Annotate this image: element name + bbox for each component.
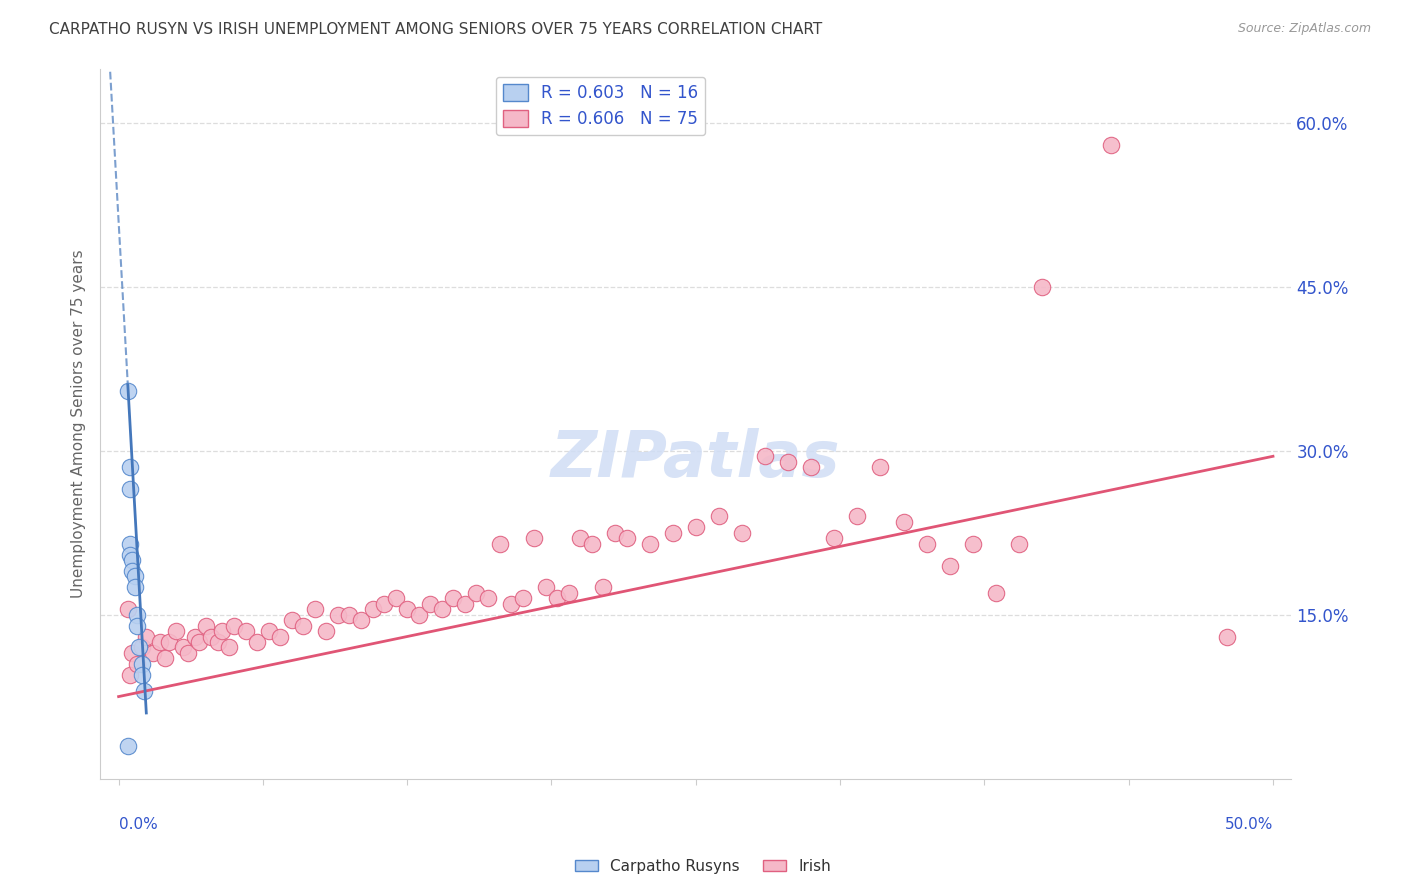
Point bbox=[195, 618, 218, 632]
Point bbox=[685, 520, 707, 534]
Point bbox=[638, 536, 661, 550]
Point bbox=[120, 667, 142, 681]
Point bbox=[616, 531, 638, 545]
Point bbox=[153, 651, 176, 665]
Point bbox=[534, 580, 557, 594]
Point bbox=[188, 635, 211, 649]
Point bbox=[962, 536, 984, 550]
Point bbox=[235, 624, 257, 638]
Point bbox=[939, 558, 962, 573]
Text: 50.0%: 50.0% bbox=[1225, 817, 1272, 832]
Point bbox=[754, 450, 776, 464]
Point bbox=[121, 646, 143, 660]
Point bbox=[339, 607, 361, 622]
Point bbox=[200, 630, 222, 644]
Point bbox=[165, 624, 187, 638]
Point bbox=[125, 657, 148, 671]
Point bbox=[326, 607, 349, 622]
Point bbox=[172, 640, 194, 655]
Point bbox=[800, 460, 823, 475]
Point bbox=[117, 384, 139, 398]
Point bbox=[430, 602, 453, 616]
Point bbox=[512, 591, 534, 606]
Point bbox=[488, 536, 510, 550]
Point bbox=[984, 586, 1007, 600]
Point bbox=[501, 597, 523, 611]
Point bbox=[117, 739, 139, 753]
Point bbox=[361, 602, 384, 616]
Text: 0.0%: 0.0% bbox=[118, 817, 157, 832]
Point bbox=[131, 667, 153, 681]
Point bbox=[121, 564, 143, 578]
Point bbox=[142, 646, 165, 660]
Point bbox=[292, 618, 315, 632]
Text: Source: ZipAtlas.com: Source: ZipAtlas.com bbox=[1237, 22, 1371, 36]
Point bbox=[117, 602, 139, 616]
Point bbox=[132, 684, 155, 698]
Point bbox=[603, 525, 626, 540]
Point bbox=[1099, 138, 1122, 153]
Point bbox=[120, 536, 142, 550]
Point bbox=[731, 525, 754, 540]
Point bbox=[125, 607, 148, 622]
Point bbox=[373, 597, 395, 611]
Point bbox=[661, 525, 683, 540]
Y-axis label: Unemployment Among Seniors over 75 years: Unemployment Among Seniors over 75 years bbox=[72, 249, 86, 598]
Point bbox=[131, 640, 153, 655]
Point bbox=[218, 640, 240, 655]
Point bbox=[441, 591, 464, 606]
Point bbox=[120, 482, 142, 496]
Point bbox=[246, 635, 269, 649]
Point bbox=[396, 602, 419, 616]
Point bbox=[124, 580, 146, 594]
Point bbox=[384, 591, 406, 606]
Point bbox=[149, 635, 172, 649]
Point bbox=[778, 455, 800, 469]
Point bbox=[893, 515, 915, 529]
Point bbox=[707, 509, 730, 524]
Point bbox=[177, 646, 200, 660]
Point bbox=[1216, 630, 1239, 644]
Text: CARPATHO RUSYN VS IRISH UNEMPLOYMENT AMONG SENIORS OVER 75 YEARS CORRELATION CHA: CARPATHO RUSYN VS IRISH UNEMPLOYMENT AMO… bbox=[49, 22, 823, 37]
Point bbox=[408, 607, 430, 622]
Point bbox=[207, 635, 229, 649]
Point bbox=[125, 618, 148, 632]
Point bbox=[211, 624, 233, 638]
Point bbox=[184, 630, 207, 644]
Point bbox=[135, 630, 157, 644]
Point bbox=[1031, 280, 1053, 294]
Legend: R = 0.603   N = 16, R = 0.606   N = 75: R = 0.603 N = 16, R = 0.606 N = 75 bbox=[496, 77, 704, 135]
Point bbox=[581, 536, 603, 550]
Point bbox=[120, 460, 142, 475]
Point bbox=[157, 635, 180, 649]
Point bbox=[823, 531, 845, 545]
Point bbox=[569, 531, 592, 545]
Point bbox=[350, 613, 373, 627]
Point bbox=[304, 602, 326, 616]
Point bbox=[523, 531, 546, 545]
Point bbox=[477, 591, 499, 606]
Point bbox=[915, 536, 938, 550]
Point bbox=[465, 586, 488, 600]
Point bbox=[124, 569, 146, 583]
Point bbox=[121, 553, 143, 567]
Point bbox=[419, 597, 441, 611]
Point bbox=[558, 586, 581, 600]
Point bbox=[281, 613, 304, 627]
Point bbox=[592, 580, 614, 594]
Point bbox=[120, 548, 142, 562]
Point bbox=[269, 630, 291, 644]
Text: ZIPatlas: ZIPatlas bbox=[551, 428, 841, 490]
Point bbox=[257, 624, 280, 638]
Point bbox=[869, 460, 891, 475]
Point bbox=[454, 597, 477, 611]
Point bbox=[846, 509, 869, 524]
Point bbox=[128, 640, 150, 655]
Legend: Carpatho Rusyns, Irish: Carpatho Rusyns, Irish bbox=[569, 853, 837, 880]
Point bbox=[1008, 536, 1031, 550]
Point bbox=[222, 618, 245, 632]
Point bbox=[315, 624, 337, 638]
Point bbox=[131, 657, 153, 671]
Point bbox=[546, 591, 568, 606]
